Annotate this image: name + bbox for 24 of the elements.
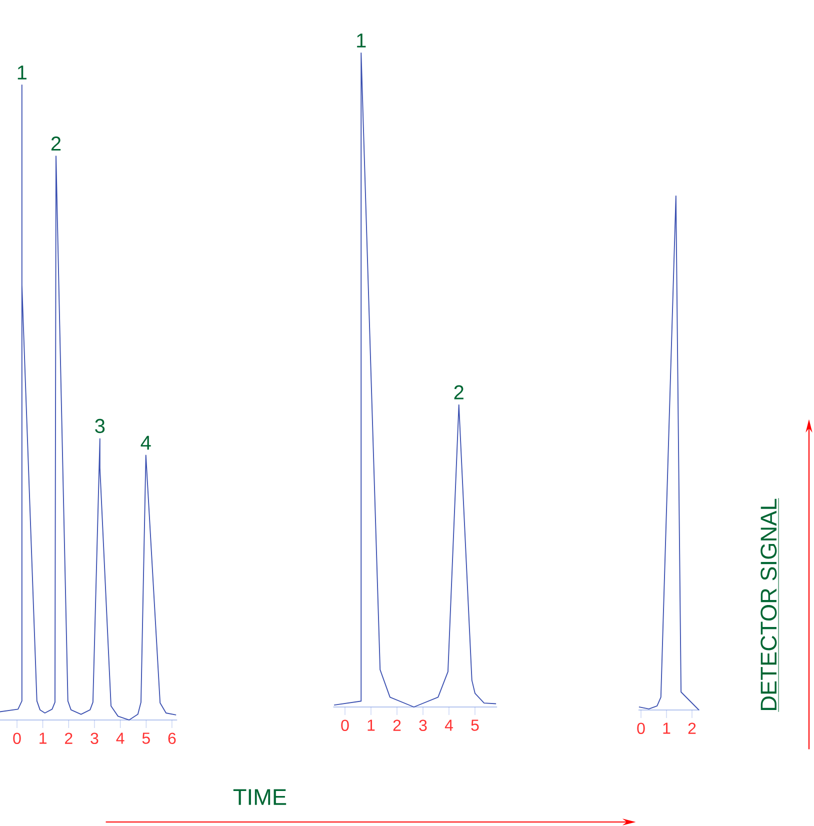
x-tick-label: 0 [13, 732, 21, 744]
x-tick-label: 2 [393, 720, 401, 731]
annotation: 1 [18, 66, 26, 80]
x-tick-label: 5 [142, 732, 150, 744]
x-tick-label: 5 [471, 720, 479, 731]
x-tick-label: 2 [688, 722, 696, 734]
x-axis-title: TIME [233, 789, 286, 805]
x-tick-label: 2 [65, 732, 72, 744]
annotation: 1 [357, 34, 366, 48]
y-axis-title: DETECTOR SIGNAL [760, 498, 777, 710]
annotation: 4 [140, 436, 151, 450]
annotation: 3 [95, 418, 105, 434]
x-tick-label: 6 [168, 732, 176, 744]
x-tick-label: 1 [663, 722, 670, 734]
x-tick-label: 1 [40, 732, 46, 744]
x-tick-label: 4 [444, 720, 453, 731]
x-tick-label: 0 [341, 720, 349, 732]
x-tick-label: 4 [116, 732, 124, 744]
annotation: 2 [51, 136, 61, 151]
x-tick-label: 3 [90, 732, 98, 744]
annotation: 2 [454, 385, 464, 400]
x-tick-label: 1 [368, 720, 375, 731]
x-tick-label: 0 [637, 722, 645, 734]
x-tick-label: 3 [419, 720, 427, 732]
